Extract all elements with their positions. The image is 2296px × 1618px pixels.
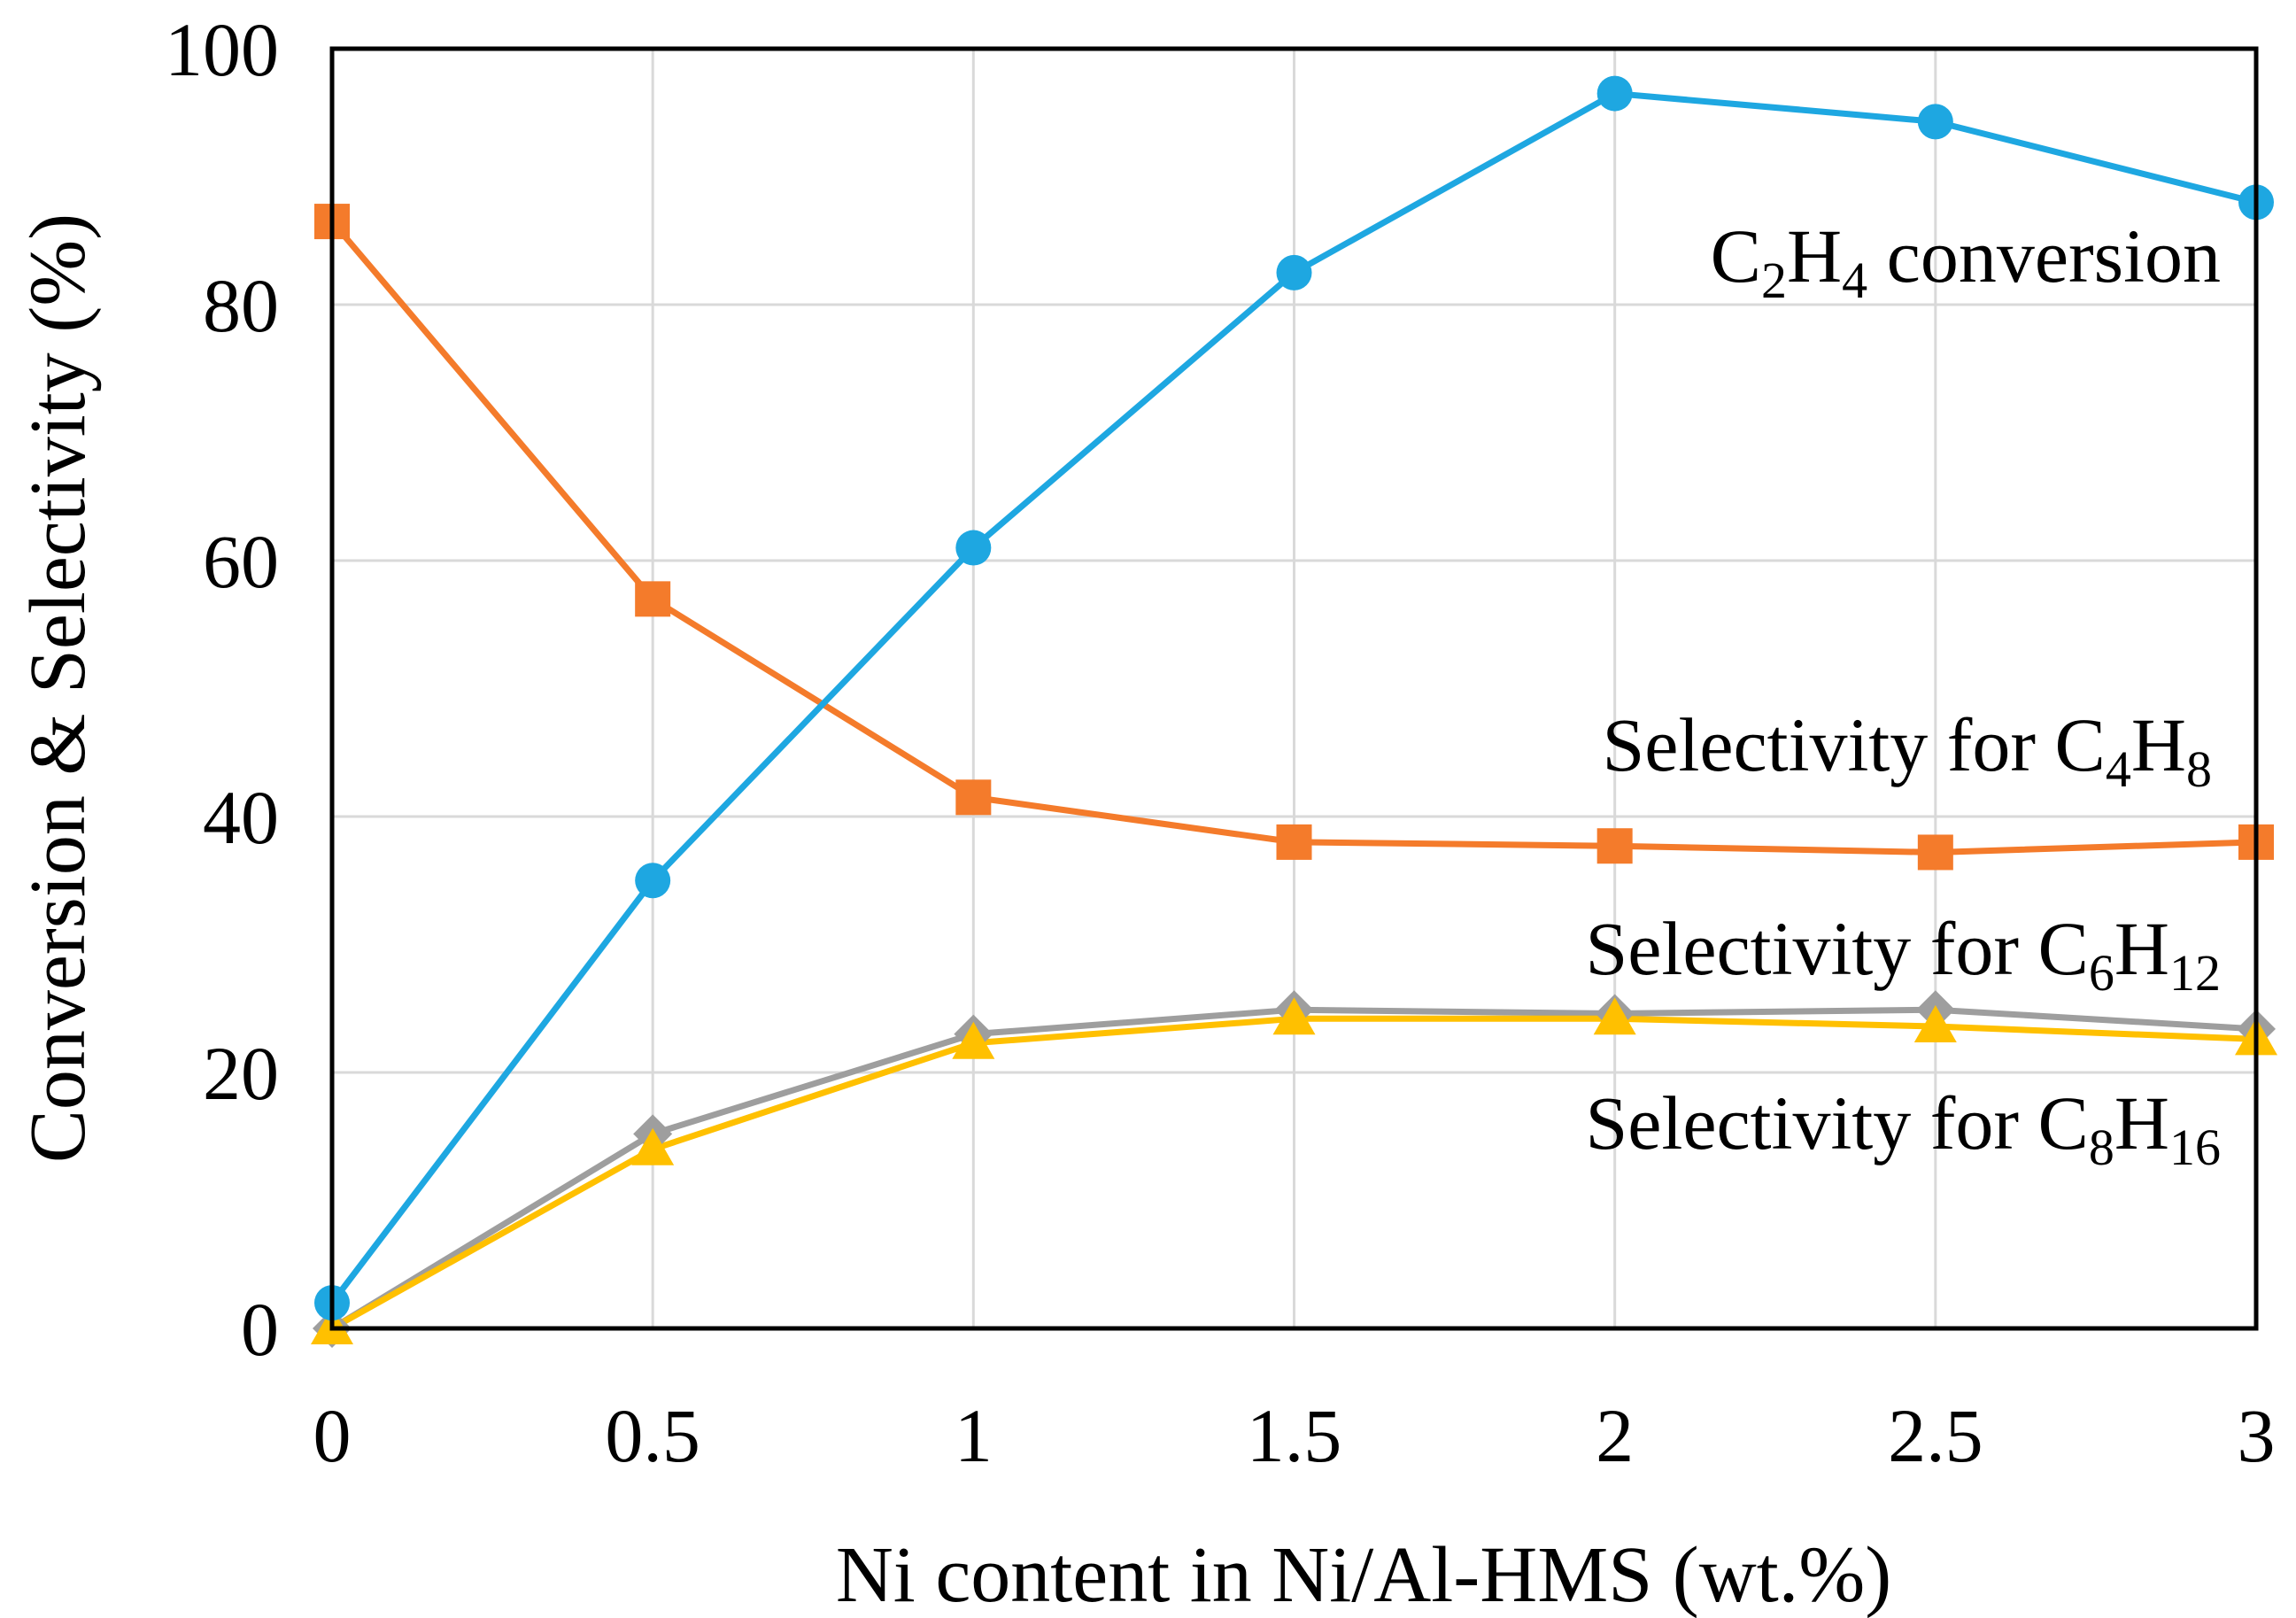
x-tick-label: 2: [1596, 1393, 1634, 1478]
data-point-square: [1596, 828, 1633, 864]
x-tick-label: 1: [955, 1393, 993, 1478]
y-axis-ticks: 0 20 40 60 80 100: [165, 7, 279, 1372]
x-axis-title: Ni content in Ni/Al-HMS (wt.%): [836, 1531, 1891, 1618]
y-tick-label: 40: [203, 775, 279, 860]
series-label: Selectivity for C6H12: [1585, 906, 2221, 1002]
data-point-circle: [1596, 75, 1633, 112]
data-point-square: [1917, 834, 1953, 871]
data-point-square: [635, 581, 671, 617]
data-point-circle: [955, 530, 992, 566]
data-point-triangle: [1913, 1004, 1957, 1042]
series-label: C2H4 conversion: [1711, 213, 2221, 309]
plot-frame: [329, 46, 2259, 1331]
y-tick-label: 60: [203, 519, 279, 604]
series-label: Selectivity for C8H16: [1585, 1080, 2221, 1176]
x-tick-label: 1.5: [1247, 1393, 1342, 1478]
y-tick-label: 0: [241, 1287, 279, 1372]
x-tick-label: 0.5: [605, 1393, 700, 1478]
data-point-triangle: [631, 1127, 675, 1165]
series-label: Selectivity for C4H8: [1602, 702, 2212, 798]
data-point-triangle: [952, 1021, 995, 1059]
series-labels: C2H4 conversion Selectivity for C4H8 Selec…: [1585, 213, 2221, 1176]
data-point-triangle: [1593, 997, 1636, 1035]
x-tick-label: 0: [313, 1393, 352, 1478]
series-markers: [311, 75, 2277, 1348]
data-point-circle: [635, 863, 671, 899]
x-tick-label: 3: [2238, 1393, 2276, 1478]
y-axis-title: Conversion & Selectivity (%): [14, 213, 102, 1163]
data-point-square: [1276, 824, 1312, 860]
y-tick-label: 80: [203, 263, 279, 348]
data-point-circle: [1917, 104, 1953, 140]
y-tick-label: 100: [165, 7, 279, 92]
data-point-square: [955, 779, 992, 816]
y-tick-label: 20: [203, 1031, 279, 1116]
data-point-triangle: [1272, 997, 1316, 1035]
x-tick-label: 2.5: [1888, 1393, 1983, 1478]
x-axis-ticks: 0 0.5 1 1.5 2 2.5 3: [313, 1393, 2276, 1478]
data-point-circle: [1276, 254, 1312, 290]
